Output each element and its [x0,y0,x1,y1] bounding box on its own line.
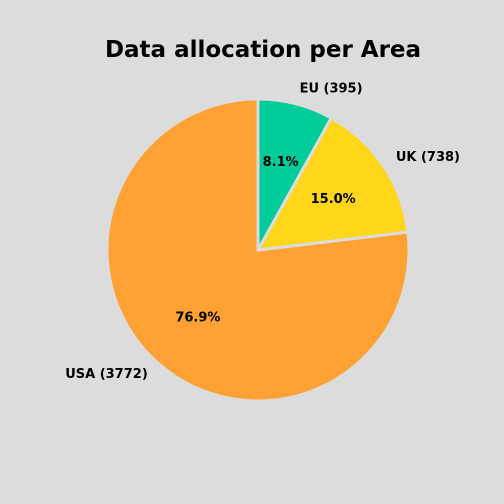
pie-labels: 76.9% USA (3772) 15.0% UK (738) 8.1% EU (395) [65,82,460,382]
pie-slice-usa [105,97,411,403]
pie-slices [105,97,411,403]
pie-percent-label-usa: 76.9% [175,310,220,325]
chart-title: Data allocation per Area [105,37,421,63]
pie-category-label-uk: UK (738) [396,150,460,165]
pie-percent-label-eu: 8.1% [263,155,299,170]
pie-category-label-eu: EU (395) [300,82,363,97]
pie-category-label-usa: USA (3772) [65,367,148,382]
pie-percent-label-uk: 15.0% [311,192,356,207]
pie-slice-eu [256,97,333,252]
pie-slice-uk [256,116,410,252]
